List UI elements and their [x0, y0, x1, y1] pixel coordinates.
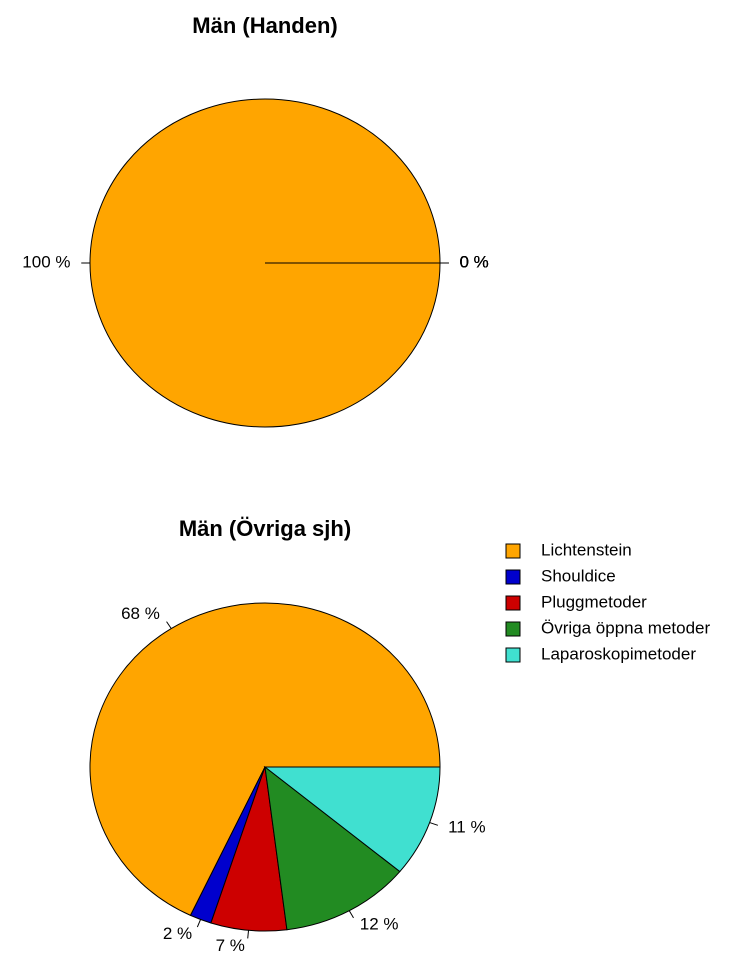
slice-label: 0 %: [460, 252, 489, 271]
legend-swatch: [505, 621, 521, 637]
legend-swatch: [505, 543, 521, 559]
slice-label: 100 %: [22, 252, 70, 271]
slice-label: 68 %: [121, 604, 160, 623]
slice-label: 7 %: [216, 936, 245, 955]
pie-slice: [263, 766, 441, 873]
legend-label: Laparoskopimetoder: [541, 644, 696, 663]
legend-label: Pluggmetoder: [541, 592, 647, 611]
slice-label: 0 %: [460, 252, 489, 271]
legend-label: Shouldice: [541, 566, 616, 585]
chart-title: Män (Övriga sjh): [179, 516, 351, 541]
legend-swatch: [505, 647, 521, 663]
label-tick: [247, 930, 250, 939]
label-tick: [348, 910, 354, 919]
slice-label: 0 %: [460, 252, 489, 271]
slice-label: 12 %: [360, 915, 399, 934]
label-tick: [196, 919, 202, 928]
label-tick: [429, 822, 439, 826]
slice-label: 0 %: [460, 252, 489, 271]
pie-slice: [89, 602, 441, 917]
legend-swatch: [505, 569, 521, 585]
slice-label: 11 %: [448, 818, 486, 837]
chart-title: Män (Handen): [192, 13, 337, 38]
legend-label: Lichtenstein: [541, 540, 632, 559]
slice-label: 2 %: [163, 924, 192, 943]
label-tick: [166, 621, 172, 629]
legend-label: Övriga öppna metoder: [541, 618, 710, 637]
legend-swatch: [505, 595, 521, 611]
